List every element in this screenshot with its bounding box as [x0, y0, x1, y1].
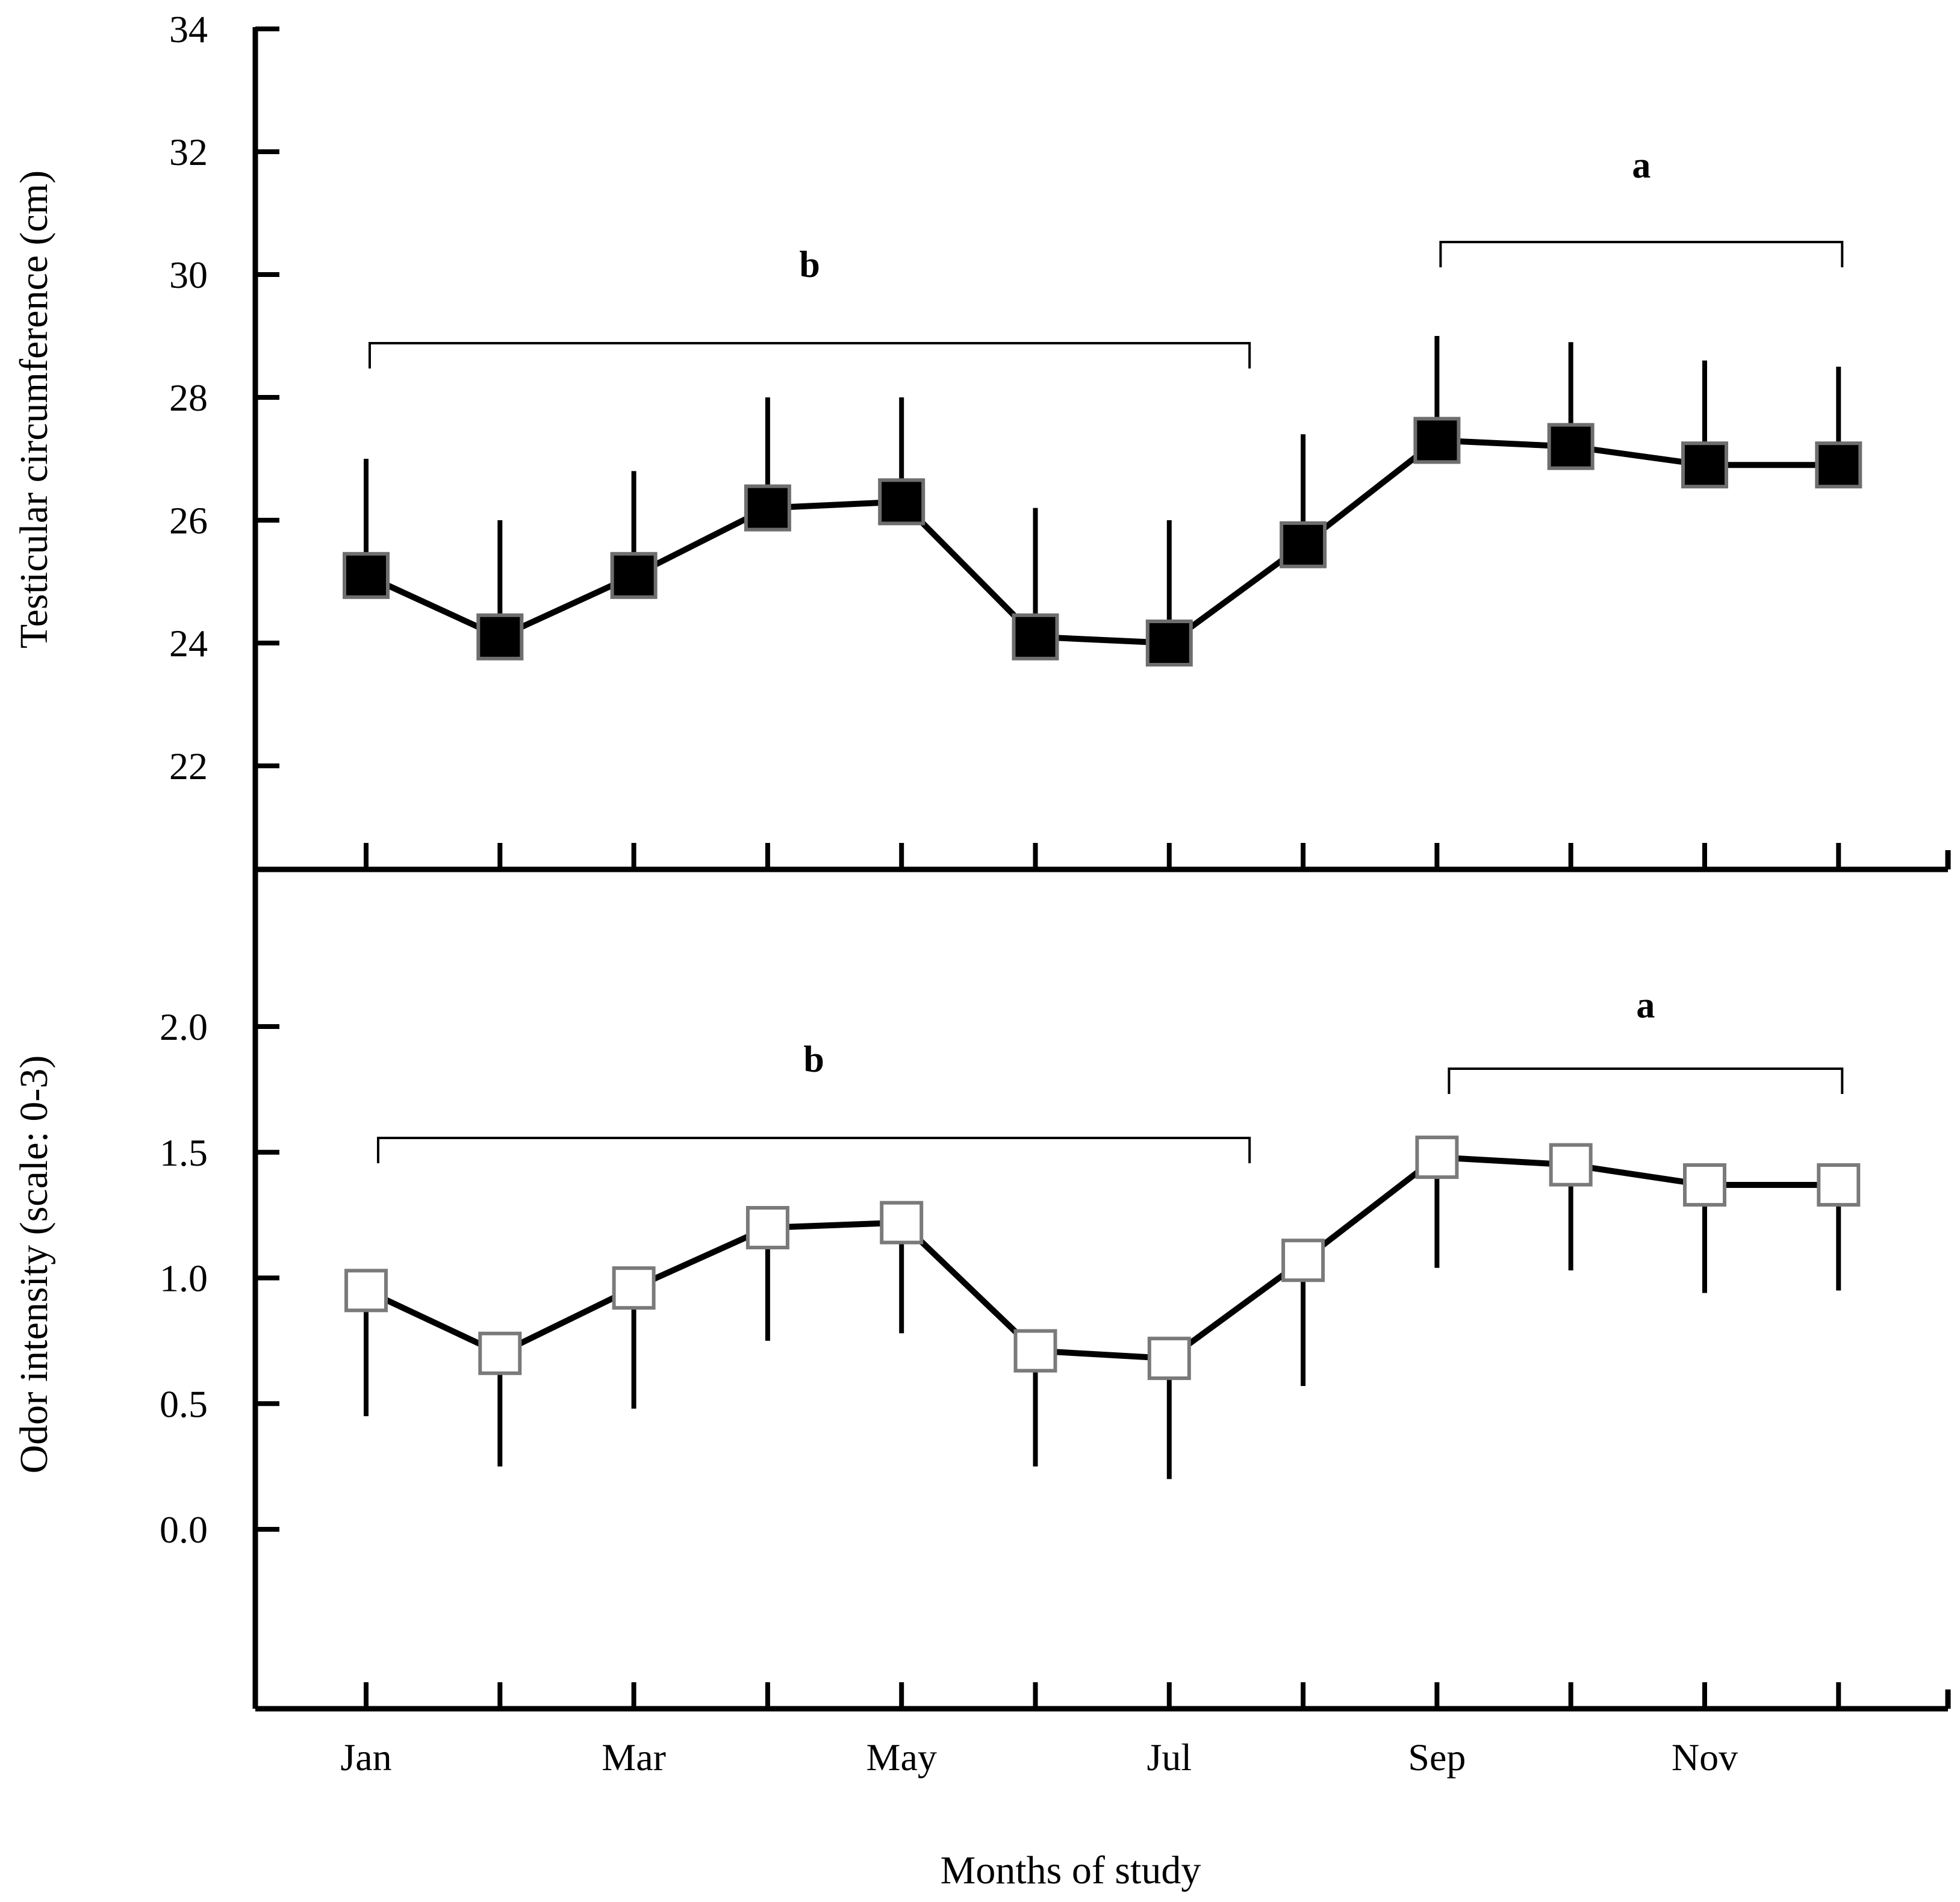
top-bracket-label-b: b	[799, 244, 820, 285]
top-y-tick-label: 26	[169, 499, 208, 542]
top-y-tick-label: 22	[169, 745, 208, 788]
bottom-data-point	[1817, 1163, 1861, 1207]
top-y-axis-title: Testicular circumference (cm)	[12, 170, 56, 648]
bottom-y-tick-label: 0.5	[160, 1382, 208, 1425]
top-data-point	[1547, 423, 1594, 470]
top-bracket-a	[1439, 241, 1844, 267]
top-data-point	[1145, 620, 1193, 667]
top-y-tick-label: 32	[169, 131, 208, 173]
bottom-y-tick-label: 2.0	[160, 1005, 208, 1048]
x-axis-title: Months of study	[941, 1848, 1201, 1892]
bottom-data-point	[745, 1206, 789, 1249]
top-data-point	[1012, 613, 1059, 660]
top-data-point	[610, 552, 658, 599]
bottom-y-tick-label: 1.5	[160, 1131, 208, 1174]
top-y-tick-label: 34	[169, 8, 208, 51]
bottom-data-point	[1415, 1136, 1459, 1179]
top-y-tick-label: 24	[169, 622, 208, 665]
bottom-data-point	[1281, 1238, 1325, 1282]
bottom-data-point	[1549, 1143, 1593, 1187]
bottom-data-point	[344, 1269, 388, 1313]
x-tick-label: Sep	[1408, 1736, 1466, 1779]
bottom-bracket-b	[377, 1137, 1251, 1163]
bottom-data-point	[1147, 1337, 1191, 1381]
top-series-line	[364, 437, 1839, 646]
top-data-point	[1815, 441, 1862, 489]
bottom-series-line	[364, 1154, 1839, 1362]
bottom-data-point	[880, 1201, 924, 1245]
top-data-point	[878, 478, 926, 526]
top-bracket-b	[369, 342, 1251, 368]
top-bracket-label-a: a	[1632, 145, 1650, 186]
bottom-bracket-label-b: b	[803, 1039, 824, 1080]
x-tick-label: Jan	[340, 1736, 391, 1779]
top-data-point	[1413, 417, 1461, 464]
bottom-data-point	[478, 1331, 522, 1375]
x-tick-label: Nov	[1672, 1736, 1738, 1779]
bottom-y-axis-title: Odor intensity (scale: 0-3)	[12, 1055, 56, 1474]
top-data-point	[1681, 441, 1728, 489]
bottom-y-tick-label: 1.0	[160, 1257, 208, 1300]
bottom-data-point	[1013, 1329, 1057, 1373]
x-tick-label: Mar	[602, 1736, 666, 1779]
bottom-data-point	[1683, 1163, 1726, 1207]
top-data-point	[744, 484, 791, 532]
top-y-tick-label: 28	[169, 376, 208, 419]
bottom-y-tick-label: 0.0	[160, 1508, 208, 1551]
bottom-bracket-label-a: a	[1636, 985, 1655, 1026]
top-data-point	[343, 552, 390, 599]
x-tick-label: May	[866, 1736, 937, 1779]
top-data-point	[1280, 521, 1327, 568]
bottom-bracket-a	[1448, 1068, 1844, 1094]
top-data-point	[476, 613, 524, 660]
bottom-data-point	[612, 1266, 656, 1310]
x-tick-label: Jul	[1146, 1736, 1192, 1779]
top-y-tick-label: 30	[169, 253, 208, 296]
